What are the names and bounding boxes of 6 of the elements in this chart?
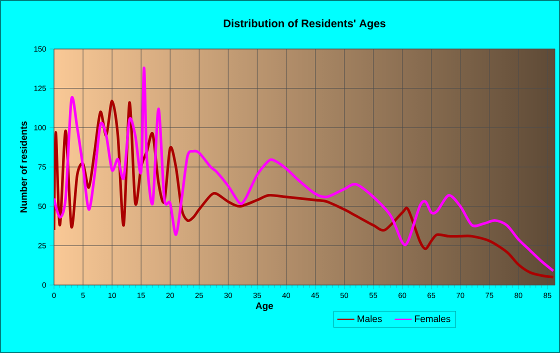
line-series — [54, 66, 555, 272]
x-axis-title: Age — [256, 302, 274, 312]
chart-title: Distribution of Residents' Ages — [224, 19, 386, 30]
legend-label: Males — [358, 315, 382, 322]
legend-label: Females — [415, 315, 450, 322]
y-axis-title: Number of residents — [20, 121, 27, 212]
